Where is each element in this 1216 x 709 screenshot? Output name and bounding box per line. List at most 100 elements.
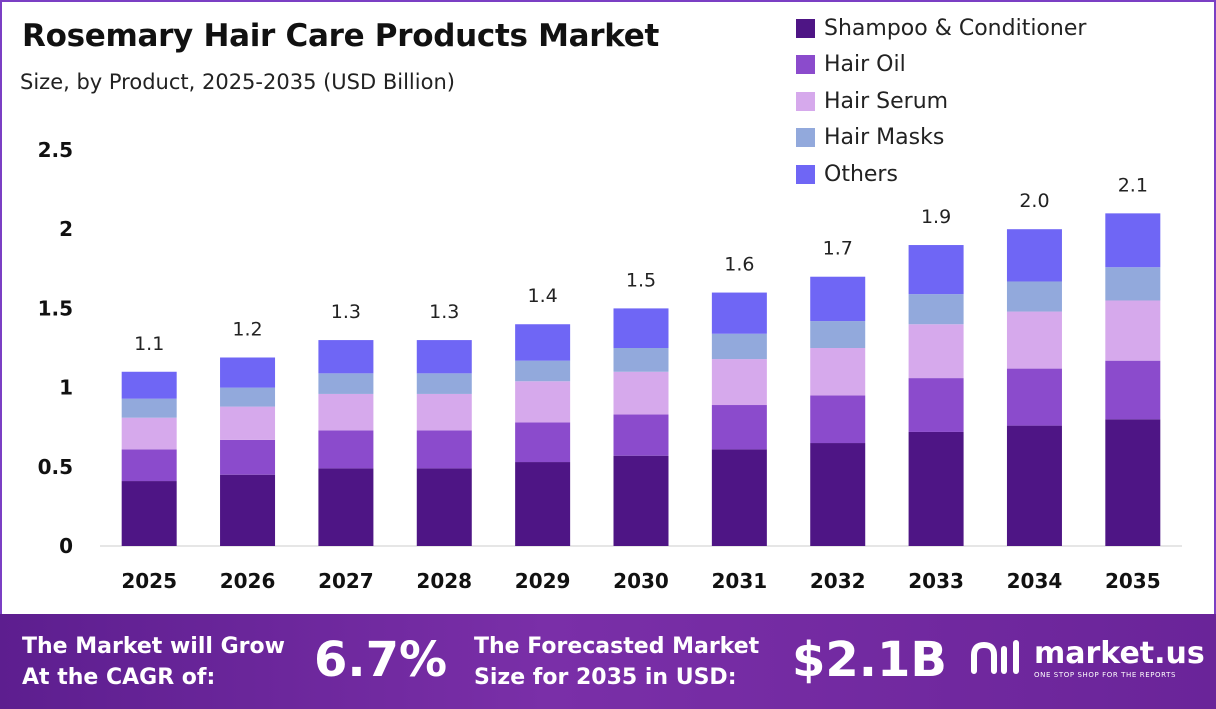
y-tick-label: 2 bbox=[59, 217, 73, 241]
legend-item: Hair Masks bbox=[796, 120, 1086, 157]
bar-segment bbox=[810, 348, 866, 396]
bar-segment bbox=[1105, 360, 1161, 420]
bar-segment bbox=[613, 348, 669, 372]
bar-segment bbox=[220, 406, 276, 440]
bar-segment bbox=[220, 357, 276, 388]
bar-segment bbox=[810, 276, 866, 322]
legend-label: Shampoo & Conditioner bbox=[824, 15, 1087, 41]
stacked-bar-chart: 0 0.5 1 1.5 2 2.5 1.1 2025 1.2 2026 1.3 2027 1.3 2028… bbox=[38, 138, 1182, 593]
bar-segment bbox=[908, 294, 964, 325]
total-data-label: 1.9 bbox=[921, 206, 951, 228]
logo-tagline: ONE STOP SHOP FOR THE REPORTS bbox=[1034, 671, 1177, 679]
legend-item: Others bbox=[796, 156, 1086, 193]
bar-segment bbox=[613, 371, 669, 415]
forecast-label-line1: The Forecasted Market bbox=[474, 634, 760, 659]
x-tick-label: 2029 bbox=[515, 569, 571, 593]
bar-segment bbox=[121, 398, 177, 418]
logo-name: market.us bbox=[1034, 636, 1205, 671]
bar-segment bbox=[318, 468, 374, 546]
x-tick-label: 2033 bbox=[908, 569, 964, 593]
market-us-logo: market.us ONE STOP SHOP FOR THE REPORTS bbox=[970, 639, 1205, 679]
bar-segment bbox=[908, 324, 964, 379]
bar-segment bbox=[1006, 368, 1062, 426]
bar-segment bbox=[416, 340, 472, 374]
bar-segment bbox=[1105, 213, 1161, 268]
legend-item: Hair Oil bbox=[796, 47, 1086, 84]
legend-item: Shampoo & Conditioner bbox=[796, 10, 1086, 47]
bar-segment bbox=[515, 381, 571, 423]
x-tick-label: 2030 bbox=[613, 569, 669, 593]
bar-segment bbox=[908, 245, 964, 295]
total-data-label: 1.2 bbox=[232, 319, 262, 341]
bar-segment bbox=[220, 474, 276, 546]
market-us-logo-icon bbox=[971, 640, 1019, 674]
bar-segment bbox=[711, 449, 767, 546]
forecast-label: The Forecasted Market Size for 2035 in U… bbox=[474, 631, 759, 693]
cagr-label-line2: At the CAGR of: bbox=[22, 665, 216, 690]
bar-segment bbox=[810, 395, 866, 444]
bar-segment bbox=[1105, 267, 1161, 301]
bar-segment bbox=[220, 387, 276, 407]
bar-segment bbox=[1006, 229, 1062, 282]
legend-swatch bbox=[796, 91, 815, 111]
cagr-label-line1: The Market will Grow bbox=[22, 634, 285, 659]
bar-segment bbox=[613, 455, 669, 546]
x-tick-label: 2034 bbox=[1007, 569, 1063, 593]
legend-swatch bbox=[796, 18, 815, 38]
bar-segment bbox=[810, 443, 866, 546]
bar-segment bbox=[1105, 300, 1161, 361]
bar-segment bbox=[908, 431, 964, 546]
legend-item: Hair Serum bbox=[796, 83, 1086, 120]
bar-segment bbox=[613, 308, 669, 348]
cagr-label: The Market will Grow At the CAGR of: bbox=[22, 631, 285, 693]
bar-segment bbox=[220, 439, 276, 475]
total-data-label: 2.0 bbox=[1019, 190, 1049, 212]
legend-label: Hair Oil bbox=[824, 52, 906, 78]
y-tick-label: 0.5 bbox=[38, 455, 73, 479]
bar-segment bbox=[121, 449, 177, 482]
total-data-label: 1.7 bbox=[823, 238, 853, 260]
x-tick-label: 2028 bbox=[416, 569, 472, 593]
bar-segment bbox=[711, 405, 767, 450]
bar-segment bbox=[416, 373, 472, 394]
cagr-value: 6.7% bbox=[314, 632, 448, 688]
legend-swatch bbox=[796, 164, 815, 184]
bar-segment bbox=[1006, 281, 1062, 312]
bar-segment bbox=[416, 468, 472, 546]
bar-segment bbox=[711, 359, 767, 406]
bar-segment bbox=[318, 393, 374, 431]
total-data-label: 1.3 bbox=[331, 301, 361, 323]
bar-segment bbox=[711, 292, 767, 334]
y-tick-label: 0 bbox=[59, 534, 73, 558]
chart-subtitle: Size, by Product, 2025-2035 (USD Billion… bbox=[20, 70, 455, 94]
total-data-label: 1.4 bbox=[528, 285, 558, 307]
bar-segment bbox=[1105, 419, 1161, 546]
legend-label: Hair Masks bbox=[824, 125, 945, 151]
bar-segment bbox=[416, 430, 472, 469]
bar-segment bbox=[121, 371, 177, 399]
x-tick-label: 2031 bbox=[712, 569, 768, 593]
x-tick-label: 2027 bbox=[318, 569, 374, 593]
bar-segment bbox=[1006, 425, 1062, 546]
forecast-value: $2.1B bbox=[792, 632, 948, 688]
x-tick-label: 2032 bbox=[810, 569, 866, 593]
bar-segment bbox=[515, 422, 571, 463]
bar-segment bbox=[318, 430, 374, 469]
chart-title: Rosemary Hair Care Products Market bbox=[22, 18, 659, 54]
bar-segment bbox=[318, 340, 374, 374]
total-data-label: 1.1 bbox=[134, 333, 164, 355]
total-data-label: 2.1 bbox=[1118, 174, 1148, 196]
forecast-label-line2: Size for 2035 in USD: bbox=[474, 665, 737, 690]
x-tick-label: 2025 bbox=[121, 569, 177, 593]
total-data-label: 1.3 bbox=[429, 301, 459, 323]
x-tick-label: 2035 bbox=[1105, 569, 1161, 593]
y-tick-label: 1 bbox=[59, 376, 73, 400]
bar-segment bbox=[121, 417, 177, 450]
bar-segment bbox=[711, 333, 767, 360]
legend-swatch bbox=[796, 128, 815, 148]
footer-banner: The Market will Grow At the CAGR of: 6.7… bbox=[0, 614, 1216, 709]
total-data-label: 1.5 bbox=[626, 269, 656, 291]
y-tick-label: 1.5 bbox=[38, 296, 73, 320]
bar-segment bbox=[810, 321, 866, 348]
bar-segment bbox=[1006, 311, 1062, 369]
